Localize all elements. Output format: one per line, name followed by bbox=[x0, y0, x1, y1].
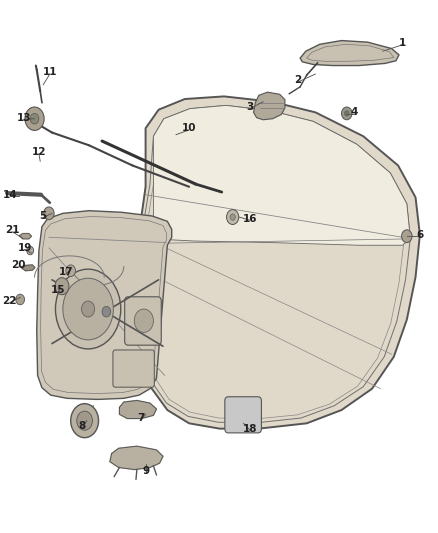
Text: 19: 19 bbox=[18, 243, 32, 253]
Circle shape bbox=[30, 114, 39, 124]
Text: 21: 21 bbox=[6, 225, 20, 236]
Circle shape bbox=[102, 306, 111, 317]
Text: 18: 18 bbox=[243, 424, 258, 434]
Text: 6: 6 bbox=[416, 230, 424, 240]
Circle shape bbox=[16, 294, 25, 305]
Polygon shape bbox=[300, 41, 399, 66]
Circle shape bbox=[226, 209, 239, 224]
Polygon shape bbox=[254, 92, 285, 120]
Polygon shape bbox=[120, 400, 156, 418]
Polygon shape bbox=[19, 233, 32, 239]
Text: 13: 13 bbox=[16, 112, 31, 123]
Circle shape bbox=[71, 403, 99, 438]
Text: 16: 16 bbox=[243, 214, 258, 224]
Text: 22: 22 bbox=[3, 296, 17, 306]
Text: 4: 4 bbox=[351, 107, 358, 117]
Circle shape bbox=[230, 214, 235, 220]
Polygon shape bbox=[37, 211, 172, 399]
Circle shape bbox=[134, 309, 153, 333]
Text: 14: 14 bbox=[3, 190, 17, 200]
Polygon shape bbox=[22, 265, 35, 271]
Circle shape bbox=[342, 107, 352, 120]
Polygon shape bbox=[110, 446, 163, 470]
Circle shape bbox=[27, 246, 34, 255]
Text: 5: 5 bbox=[39, 211, 47, 221]
Text: 8: 8 bbox=[79, 421, 86, 431]
Circle shape bbox=[25, 107, 44, 131]
FancyBboxPatch shape bbox=[113, 350, 154, 387]
Text: 7: 7 bbox=[138, 413, 145, 423]
Circle shape bbox=[44, 207, 54, 220]
FancyBboxPatch shape bbox=[125, 297, 161, 345]
Text: 11: 11 bbox=[42, 68, 57, 77]
Text: 20: 20 bbox=[11, 261, 26, 270]
Circle shape bbox=[63, 278, 113, 340]
Text: 10: 10 bbox=[182, 123, 196, 133]
Circle shape bbox=[77, 411, 92, 430]
Circle shape bbox=[81, 301, 95, 317]
Text: 1: 1 bbox=[399, 38, 406, 48]
FancyBboxPatch shape bbox=[225, 397, 261, 433]
Circle shape bbox=[402, 230, 412, 243]
Text: 12: 12 bbox=[32, 147, 46, 157]
Circle shape bbox=[66, 265, 75, 277]
Circle shape bbox=[55, 278, 69, 295]
Circle shape bbox=[345, 111, 349, 116]
Circle shape bbox=[56, 269, 121, 349]
Polygon shape bbox=[135, 96, 420, 429]
Text: 9: 9 bbox=[142, 466, 149, 476]
Text: 3: 3 bbox=[247, 102, 254, 112]
Text: 2: 2 bbox=[294, 76, 302, 85]
Text: 17: 17 bbox=[59, 267, 74, 277]
Polygon shape bbox=[153, 106, 410, 245]
Text: 15: 15 bbox=[51, 286, 66, 295]
